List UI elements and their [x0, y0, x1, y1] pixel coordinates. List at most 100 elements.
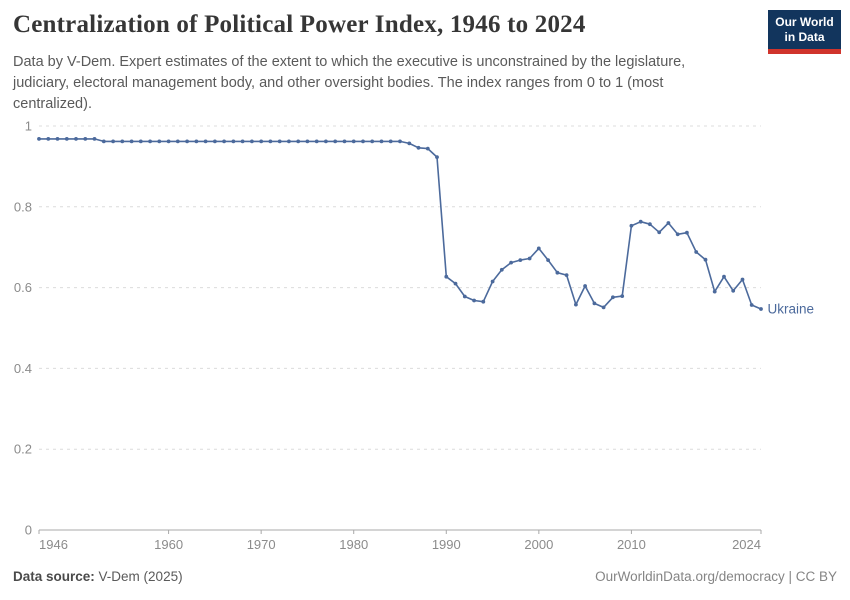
- owid-logo-line1: Our World: [775, 15, 834, 29]
- data-point[interactable]: [536, 246, 541, 251]
- data-point[interactable]: [194, 139, 199, 144]
- data-point[interactable]: [55, 137, 60, 141]
- data-point[interactable]: [129, 139, 134, 144]
- data-point[interactable]: [648, 222, 652, 227]
- data-point[interactable]: [509, 260, 513, 265]
- y-axis-label: 0: [25, 523, 32, 538]
- data-point[interactable]: [527, 256, 532, 261]
- y-axis-label: 1: [25, 119, 32, 134]
- data-point[interactable]: [101, 139, 106, 144]
- data-point[interactable]: [638, 219, 643, 224]
- data-point[interactable]: [324, 139, 328, 144]
- data-point[interactable]: [759, 307, 763, 311]
- data-point[interactable]: [611, 295, 615, 300]
- data-point[interactable]: [296, 139, 301, 144]
- data-point[interactable]: [333, 139, 338, 144]
- data-point[interactable]: [83, 137, 88, 141]
- data-point[interactable]: [518, 258, 523, 262]
- data-point[interactable]: [203, 139, 208, 144]
- data-point[interactable]: [342, 139, 347, 144]
- data-point[interactable]: [564, 273, 569, 277]
- data-point[interactable]: [444, 274, 449, 279]
- owid-logo[interactable]: Our World in Data: [768, 10, 841, 54]
- data-point[interactable]: [675, 232, 680, 237]
- data-point[interactable]: [583, 284, 587, 288]
- data-point[interactable]: [740, 277, 745, 282]
- data-point[interactable]: [222, 139, 227, 144]
- data-point[interactable]: [712, 289, 717, 294]
- data-point[interactable]: [629, 223, 634, 228]
- data-point[interactable]: [481, 299, 486, 304]
- data-point[interactable]: [666, 221, 671, 225]
- data-point[interactable]: [250, 139, 254, 144]
- chart-title: Centralization of Political Power Index,…: [13, 11, 586, 38]
- data-point[interactable]: [546, 258, 550, 262]
- data-point[interactable]: [370, 139, 375, 144]
- series-entity-label[interactable]: Ukraine: [768, 302, 815, 317]
- data-point[interactable]: [472, 298, 476, 303]
- owid-logo-line2: in Data: [784, 29, 825, 44]
- data-point[interactable]: [416, 145, 421, 150]
- data-point[interactable]: [287, 139, 291, 144]
- footer-credit-link[interactable]: OurWorldinData.org/democracy | CC BY: [595, 569, 837, 584]
- data-point[interactable]: [46, 137, 51, 141]
- data-point[interactable]: [425, 146, 430, 151]
- data-point[interactable]: [731, 288, 736, 293]
- data-point[interactable]: [388, 139, 393, 144]
- data-point[interactable]: [305, 139, 310, 144]
- data-point[interactable]: [685, 230, 689, 235]
- data-point[interactable]: [657, 230, 662, 235]
- data-point[interactable]: [490, 279, 495, 284]
- data-point[interactable]: [314, 139, 319, 144]
- data-point[interactable]: [37, 137, 41, 141]
- chart-subtitle: Data by V-Dem. Expert estimates of the e…: [13, 54, 686, 112]
- data-point[interactable]: [694, 250, 699, 254]
- data-point[interactable]: [398, 139, 402, 144]
- data-point[interactable]: [361, 139, 365, 144]
- data-point[interactable]: [148, 139, 153, 144]
- x-axis-label: 1980: [339, 537, 368, 552]
- data-point[interactable]: [157, 139, 162, 144]
- data-point[interactable]: [620, 294, 625, 298]
- data-point[interactable]: [574, 302, 578, 307]
- data-point[interactable]: [240, 139, 245, 144]
- data-point[interactable]: [277, 139, 282, 144]
- data-point[interactable]: [351, 139, 356, 144]
- data-point[interactable]: [213, 139, 217, 144]
- data-source-label: Data source:: [13, 569, 95, 584]
- data-point[interactable]: [175, 139, 180, 144]
- data-point[interactable]: [592, 301, 597, 306]
- data-point[interactable]: [231, 139, 236, 144]
- data-point[interactable]: [749, 303, 754, 307]
- chart-line[interactable]: [38, 138, 762, 310]
- data-point[interactable]: [435, 155, 439, 160]
- data-point[interactable]: [379, 139, 384, 144]
- x-axis-label: 2010: [617, 537, 646, 552]
- y-axis-label: 0.2: [14, 442, 32, 457]
- y-axis-label: 0.4: [14, 361, 32, 376]
- data-point[interactable]: [601, 305, 606, 310]
- data-point[interactable]: [555, 270, 560, 275]
- data-source: Data source: V-Dem (2025): [13, 569, 183, 584]
- data-point[interactable]: [64, 137, 69, 141]
- data-point[interactable]: [407, 141, 412, 146]
- data-point[interactable]: [74, 137, 78, 141]
- data-point[interactable]: [462, 294, 467, 299]
- data-point[interactable]: [453, 281, 458, 286]
- data-point[interactable]: [120, 139, 125, 144]
- y-axis-label: 0.6: [14, 280, 32, 295]
- data-point[interactable]: [138, 139, 143, 144]
- data-point[interactable]: [185, 139, 190, 144]
- x-axis-label: 1970: [247, 537, 276, 552]
- data-point[interactable]: [722, 274, 726, 279]
- data-point[interactable]: [499, 267, 504, 272]
- data-point[interactable]: [259, 139, 264, 144]
- data-point[interactable]: [166, 139, 171, 144]
- data-point[interactable]: [268, 139, 273, 144]
- data-point[interactable]: [111, 139, 115, 144]
- data-point[interactable]: [703, 257, 708, 262]
- x-axis-label: 1990: [432, 537, 461, 552]
- data-point[interactable]: [92, 137, 97, 141]
